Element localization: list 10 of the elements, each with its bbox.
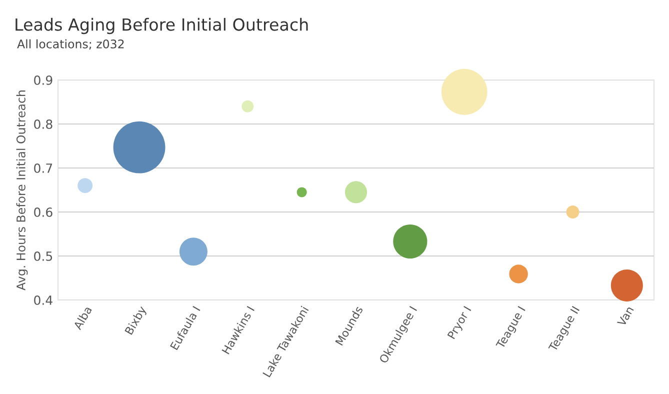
y-tick-label: 0.4 bbox=[34, 295, 52, 305]
y-tick-label: 0.5 bbox=[34, 251, 52, 261]
chart-title: Leads Aging Before Initial Outreach bbox=[16, 18, 308, 34]
y-tick-label: 0.7 bbox=[34, 163, 52, 173]
y-tick-label: 0.8 bbox=[34, 119, 52, 129]
y-tick-label: 0.9 bbox=[34, 75, 52, 85]
y-axis-title: Avg. Hours Before Initial Outreach bbox=[16, 90, 28, 290]
chart-subtitle: All locations; z032 bbox=[17, 39, 124, 50]
x-tick-label: Van bbox=[616, 306, 634, 327]
y-tick-label: 0.6 bbox=[34, 207, 52, 217]
